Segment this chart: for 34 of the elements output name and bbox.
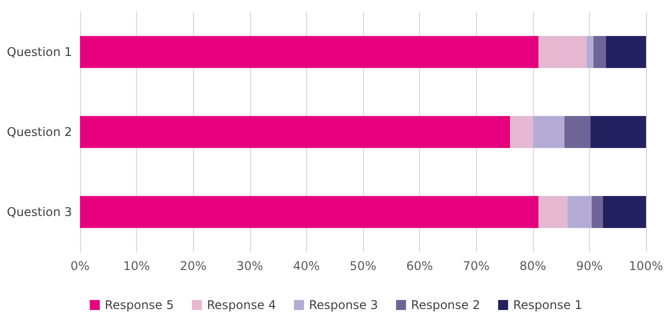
x-tick-label: 100% xyxy=(628,259,664,273)
legend-label: Response 2 xyxy=(411,298,480,312)
y-tick-label: Question 3 xyxy=(6,205,72,219)
y-tick-label: Question 1 xyxy=(6,45,72,59)
bar xyxy=(586,36,594,68)
bar xyxy=(538,36,587,68)
x-tick-label: 70% xyxy=(462,259,490,273)
bar xyxy=(567,196,592,228)
legend-label: Response 1 xyxy=(513,298,582,312)
x-tick-label: 0% xyxy=(70,259,90,273)
x-tick-label: 90% xyxy=(576,259,603,273)
x-tick-label: 50% xyxy=(350,259,376,273)
x-tick-label: 80% xyxy=(519,259,546,273)
x-tick-label: 60% xyxy=(406,259,433,273)
bar xyxy=(606,36,646,68)
y-tick-label: Question 2 xyxy=(6,125,72,139)
x-tick-label: 30% xyxy=(236,259,264,273)
bar xyxy=(538,196,568,228)
x-tick-label: 20% xyxy=(180,259,207,273)
bar xyxy=(80,36,538,68)
bar xyxy=(593,36,606,68)
bar xyxy=(532,116,564,148)
bar xyxy=(80,116,510,148)
legend-label: Response 5 xyxy=(104,298,174,312)
bar xyxy=(602,196,646,228)
legend-label: Response 4 xyxy=(206,298,276,312)
bar xyxy=(592,196,603,228)
x-tick-label: 10% xyxy=(123,259,150,273)
bar xyxy=(80,196,538,228)
bar xyxy=(590,116,646,148)
legend-label: Response 3 xyxy=(308,298,378,312)
bar xyxy=(510,116,533,148)
bar xyxy=(564,116,591,148)
x-tick-label: 40% xyxy=(293,259,320,273)
